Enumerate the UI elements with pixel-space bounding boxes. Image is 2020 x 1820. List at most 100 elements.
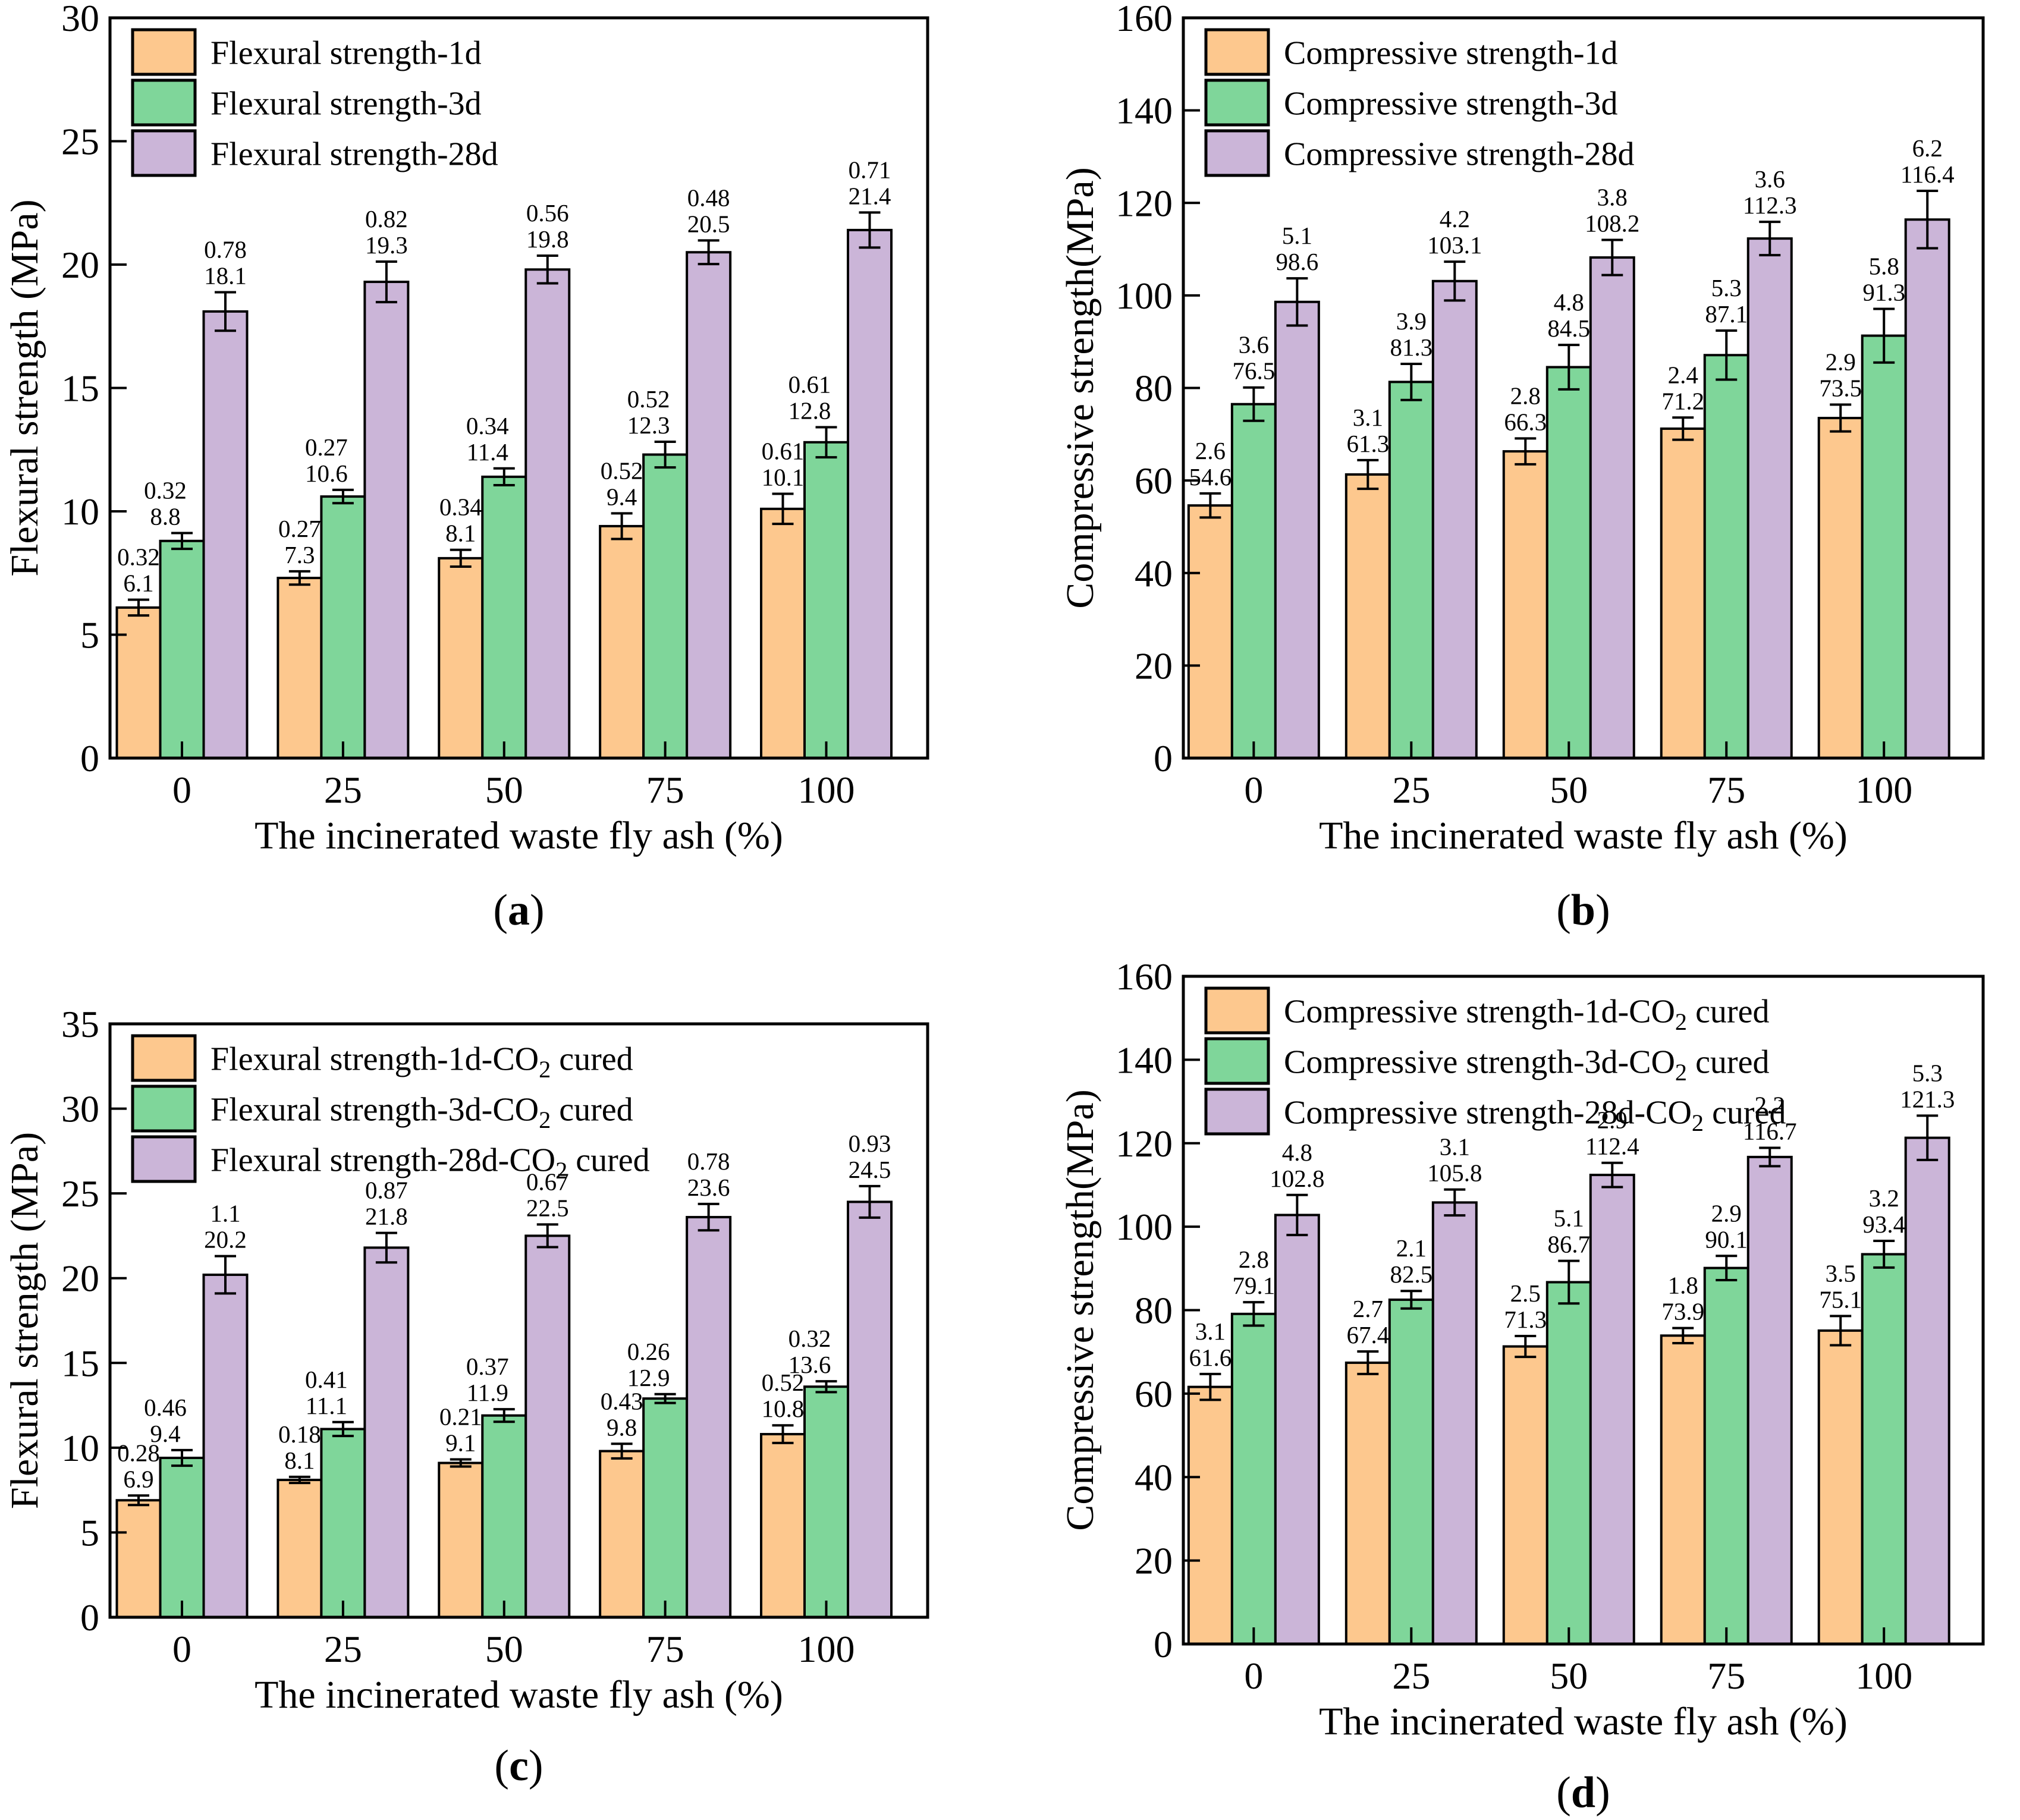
mean-value-label: 20.5 <box>687 210 730 237</box>
legend-label: Flexural strength-1d-CO2 cured <box>211 1041 633 1083</box>
mean-value-label: 61.6 <box>1189 1344 1232 1371</box>
mean-value-label: 20.2 <box>204 1226 247 1253</box>
bar <box>803 441 849 759</box>
bar <box>1817 417 1864 759</box>
legend-label: Compressive strength-3d-CO2 cured <box>1284 1044 1769 1086</box>
x-tick-label: 0 <box>1244 769 1263 811</box>
error-value-label: 3.1 <box>1195 1318 1226 1345</box>
bar <box>438 1461 484 1619</box>
y-tick-label: 30 <box>61 0 99 39</box>
bar <box>1904 218 1950 759</box>
mean-value-label: 86.7 <box>1547 1231 1590 1258</box>
error-value-label: 0.18 <box>278 1420 321 1448</box>
bar <box>320 1428 366 1619</box>
legend-swatch <box>131 28 197 76</box>
bar <box>760 507 806 759</box>
mean-value-label: 13.6 <box>788 1351 831 1378</box>
legend-swatch <box>131 1135 197 1183</box>
x-tick-label: 25 <box>1392 769 1430 811</box>
mean-value-label: 19.3 <box>365 231 408 259</box>
bar <box>803 1385 849 1619</box>
bar <box>202 1274 249 1619</box>
bar <box>363 1246 410 1619</box>
mean-value-label: 10.6 <box>305 460 348 487</box>
error-value-label: 2.1 <box>1396 1234 1427 1262</box>
y-tick-label: 40 <box>1135 552 1173 595</box>
bar <box>1431 1201 1478 1645</box>
y-tick-label: 120 <box>1116 1123 1173 1165</box>
mean-value-label: 73.5 <box>1819 375 1862 402</box>
error-value-label: 0.78 <box>204 235 247 263</box>
error-value-label: 0.52 <box>627 385 670 413</box>
mean-value-label: 10.1 <box>762 464 805 491</box>
error-value-label: 0.82 <box>365 205 408 232</box>
y-tick-label: 0 <box>1154 1623 1173 1665</box>
bar <box>1660 427 1706 759</box>
y-tick-label: 10 <box>61 491 99 533</box>
x-tick-label: 0 <box>172 1628 191 1670</box>
panel-d: 3.161.62.767.42.571.31.873.93.575.12.879… <box>1058 955 1985 1817</box>
error-value-label: 0.87 <box>365 1177 408 1204</box>
y-tick-label: 20 <box>1135 1540 1173 1582</box>
bar <box>1230 403 1277 759</box>
bar <box>481 475 527 760</box>
mean-value-label: 102.8 <box>1270 1165 1324 1192</box>
x-tick-label: 75 <box>646 769 684 811</box>
error-value-label: 0.37 <box>466 1353 509 1380</box>
error-value-label: 5.1 <box>1282 222 1312 249</box>
y-tick-label: 5 <box>80 614 99 656</box>
bar <box>847 1200 893 1618</box>
mean-value-label: 61.3 <box>1346 430 1389 457</box>
subplot-tag: (a) <box>493 886 544 935</box>
bar <box>1274 300 1320 759</box>
error-value-label: 1.1 <box>210 1200 240 1227</box>
legend-label: Flexural strength-3d <box>211 86 482 122</box>
y-tick-label: 20 <box>1135 645 1173 687</box>
mean-value-label: 116.4 <box>1900 161 1955 188</box>
mean-value-label: 121.3 <box>1900 1085 1955 1112</box>
y-tick-label: 60 <box>1135 1373 1173 1415</box>
bar <box>524 268 571 759</box>
y-tick-label: 80 <box>1135 1290 1173 1332</box>
x-tick-label: 50 <box>1550 1655 1588 1697</box>
bar <box>1545 366 1592 759</box>
error-value-label: 4.2 <box>1440 205 1470 232</box>
y-tick-label: 20 <box>61 1258 99 1300</box>
error-value-label: 4.8 <box>1282 1139 1312 1166</box>
error-value-label: 3.2 <box>1869 1184 1899 1212</box>
mean-value-label: 84.5 <box>1547 315 1590 342</box>
error-value-label: 0.46 <box>144 1394 187 1421</box>
error-value-label: 3.6 <box>1239 331 1269 359</box>
bar <box>481 1414 527 1618</box>
bar <box>202 310 249 759</box>
error-value-label: 0.56 <box>526 199 569 227</box>
mean-value-label: 10.8 <box>762 1395 805 1422</box>
mean-value-label: 23.6 <box>687 1174 730 1201</box>
mean-value-label: 12.8 <box>788 397 831 424</box>
x-tick-label: 25 <box>324 1628 362 1670</box>
mean-value-label: 11.1 <box>306 1392 347 1419</box>
error-value-label: 0.52 <box>601 457 643 484</box>
x-axis-title: The incinerated waste fly ash (%) <box>255 1673 783 1717</box>
error-value-label: 0.43 <box>601 1387 643 1414</box>
y-tick-label: 120 <box>1116 182 1173 224</box>
mean-value-label: 21.8 <box>365 1203 408 1230</box>
y-tick-label: 80 <box>1135 367 1173 410</box>
bar <box>1344 1361 1391 1646</box>
legend-swatch <box>1204 986 1270 1035</box>
error-value-label: 0.61 <box>762 438 805 465</box>
mean-value-label: 103.1 <box>1427 231 1482 259</box>
error-value-label: 0.34 <box>439 493 482 521</box>
mean-value-label: 112.4 <box>1585 1133 1639 1160</box>
error-value-label: 0.34 <box>466 412 509 439</box>
mean-value-label: 71.2 <box>1661 387 1704 414</box>
error-value-label: 2.8 <box>1510 382 1541 409</box>
mean-value-label: 93.4 <box>1862 1211 1905 1238</box>
y-tick-label: 0 <box>1154 737 1173 779</box>
legend-swatch <box>1204 129 1270 177</box>
legend-label: Flexural strength-28d-CO2 cured <box>211 1142 650 1184</box>
plot-frame <box>108 16 929 760</box>
error-value-label: 3.5 <box>1826 1259 1856 1287</box>
